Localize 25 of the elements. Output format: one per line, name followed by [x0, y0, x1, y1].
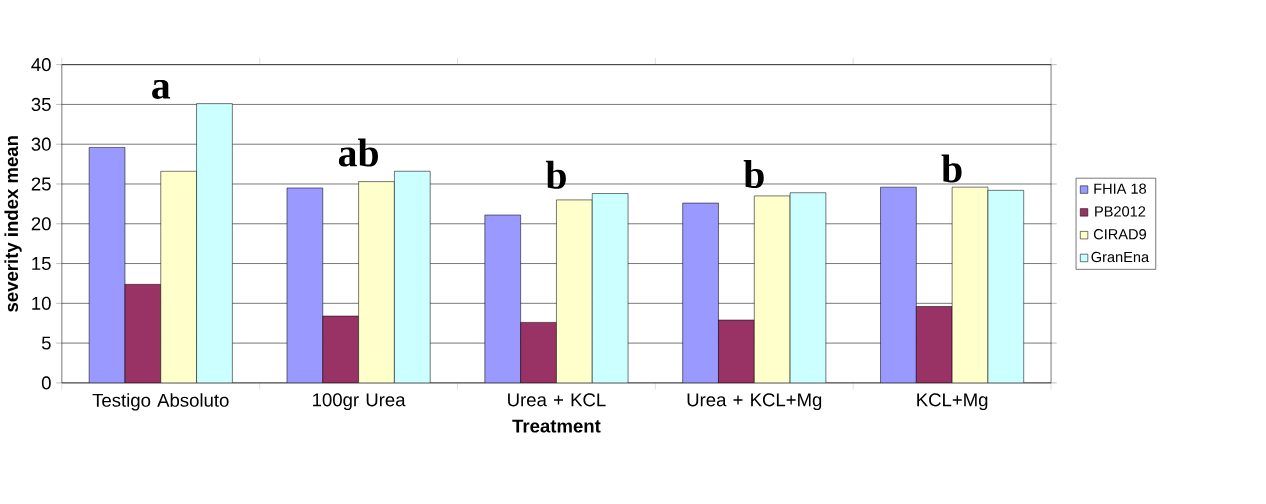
x-tick-label: Urea + KCL [508, 393, 606, 407]
annotation: b [941, 154, 962, 183]
annotation: ab [338, 138, 378, 167]
y-tick-label: 30 [31, 137, 51, 151]
x-tick-label: 100gr Urea [313, 393, 406, 410]
legend-label: PB2012 [1095, 206, 1146, 217]
legend-label: FHIA 18 [1094, 183, 1147, 194]
y-axis-title: severity index mean [4, 136, 22, 312]
x-axis-title: Treatment [512, 419, 601, 433]
legend-label: CIRAD9 [1093, 228, 1146, 240]
y-tick-label: 15 [32, 256, 51, 270]
y-tick-label: 20 [31, 217, 51, 231]
x-tick-label: Urea + KCL+Mg [687, 393, 822, 410]
y-tick-label: 5 [41, 336, 51, 350]
y-tick-label: 40 [31, 57, 51, 72]
y-tick-label: 0 [41, 376, 51, 390]
x-tick-label: Testigo Absoluto [92, 393, 229, 411]
annotation: a [152, 79, 171, 99]
y-tick-label: 35 [31, 97, 51, 111]
annotation: b [545, 160, 566, 189]
annotation: b [743, 159, 764, 188]
y-tick-label: 25 [31, 177, 51, 191]
x-tick-label: KCL+Mg [917, 393, 988, 410]
y-tick-label: 10 [32, 296, 51, 310]
legend-label: GranEna [1091, 251, 1150, 263]
